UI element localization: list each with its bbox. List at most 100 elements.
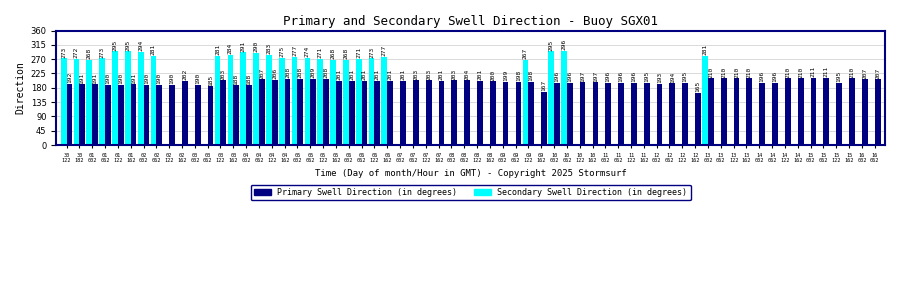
Text: 196: 196 — [554, 71, 560, 82]
Bar — [772, 83, 778, 145]
Text: 211: 211 — [824, 66, 829, 77]
Text: 291: 291 — [241, 40, 246, 52]
Text: 191: 191 — [131, 72, 136, 84]
Text: 210: 210 — [721, 66, 726, 78]
Bar — [644, 83, 650, 145]
Text: 198: 198 — [529, 70, 534, 81]
Legend: Primary Swell Direction (in degrees), Secondary Swell Direction (in degrees): Primary Swell Direction (in degrees), Se… — [250, 185, 690, 200]
Text: 208: 208 — [298, 67, 302, 78]
Bar — [862, 79, 868, 145]
Bar — [746, 78, 752, 145]
Bar — [138, 52, 143, 145]
Bar — [61, 58, 67, 145]
Bar — [298, 79, 303, 145]
Text: 210: 210 — [708, 66, 714, 78]
Bar — [157, 85, 162, 145]
Text: 202: 202 — [183, 69, 187, 80]
Text: 273: 273 — [369, 46, 374, 58]
Bar — [554, 83, 560, 145]
Text: 201: 201 — [337, 69, 341, 80]
Text: 295: 295 — [125, 39, 130, 51]
Text: 284: 284 — [228, 43, 233, 54]
Text: 210: 210 — [747, 66, 752, 78]
Text: 296: 296 — [562, 39, 566, 50]
Bar — [797, 78, 804, 145]
Bar — [362, 81, 367, 145]
Text: 207: 207 — [259, 67, 265, 79]
Bar — [284, 79, 291, 145]
Bar — [452, 80, 457, 145]
Text: 201: 201 — [374, 69, 380, 80]
Text: 201: 201 — [400, 69, 406, 80]
Bar — [592, 82, 598, 145]
Bar — [382, 57, 387, 145]
Bar — [490, 81, 496, 145]
Text: 190: 190 — [157, 73, 162, 84]
Text: 196: 196 — [567, 71, 572, 82]
Text: 268: 268 — [330, 48, 336, 59]
Text: 295: 295 — [549, 39, 554, 51]
Bar — [721, 78, 726, 145]
Text: 191: 191 — [80, 72, 85, 84]
Bar — [233, 85, 239, 145]
Text: 195: 195 — [683, 71, 688, 82]
Text: 203: 203 — [220, 69, 226, 80]
Text: 188: 188 — [247, 74, 251, 85]
Text: 201: 201 — [349, 69, 355, 80]
Text: 167: 167 — [542, 80, 546, 91]
Bar — [125, 51, 130, 145]
Bar — [548, 51, 554, 145]
Text: 281: 281 — [215, 44, 220, 55]
Bar — [670, 83, 675, 145]
Text: 190: 190 — [118, 73, 123, 84]
Text: 277: 277 — [382, 45, 387, 56]
Bar — [99, 58, 105, 145]
Text: 210: 210 — [798, 66, 803, 78]
Bar — [413, 80, 418, 145]
Text: 271: 271 — [318, 47, 323, 58]
Text: 195: 195 — [644, 71, 649, 82]
Text: 190: 190 — [105, 73, 111, 84]
Bar — [215, 56, 220, 145]
Text: 294: 294 — [138, 40, 143, 51]
Text: 274: 274 — [305, 46, 310, 57]
Bar — [67, 84, 72, 145]
Text: 188: 188 — [234, 74, 238, 85]
Text: 295: 295 — [112, 39, 118, 51]
Bar — [657, 84, 662, 145]
Text: 190: 190 — [195, 73, 200, 84]
Bar — [734, 78, 740, 145]
Bar — [477, 81, 482, 145]
Bar — [523, 60, 528, 145]
Bar — [228, 55, 233, 145]
Text: 272: 272 — [74, 47, 79, 58]
Text: 281: 281 — [703, 44, 707, 55]
Text: 209: 209 — [310, 67, 316, 78]
Text: 271: 271 — [356, 47, 361, 58]
Text: 195: 195 — [837, 71, 842, 82]
Bar — [760, 83, 765, 145]
Bar — [112, 51, 118, 145]
Text: 196: 196 — [618, 71, 624, 82]
Text: 281: 281 — [151, 44, 156, 55]
Text: 201: 201 — [388, 69, 392, 80]
Bar — [567, 83, 572, 145]
Bar — [374, 81, 380, 145]
Bar — [516, 82, 521, 145]
Text: 267: 267 — [523, 48, 528, 59]
Bar — [695, 93, 701, 145]
Text: 290: 290 — [254, 41, 258, 52]
Bar — [150, 56, 157, 145]
Text: 196: 196 — [632, 71, 636, 82]
Bar — [304, 58, 310, 145]
Bar — [541, 92, 547, 145]
Bar — [130, 84, 137, 145]
Text: 200: 200 — [491, 70, 495, 81]
Bar — [708, 78, 714, 145]
Bar — [79, 84, 86, 145]
Text: 185: 185 — [208, 74, 213, 86]
Text: 204: 204 — [464, 68, 470, 80]
Bar — [438, 81, 445, 145]
Text: 165: 165 — [696, 81, 700, 92]
Bar — [272, 80, 277, 145]
